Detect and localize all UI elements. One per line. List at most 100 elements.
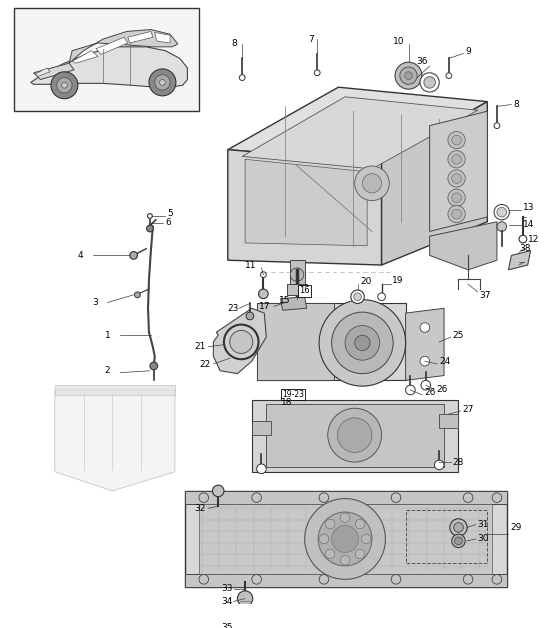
Polygon shape	[72, 51, 98, 63]
Text: 31: 31	[478, 520, 489, 529]
Polygon shape	[429, 222, 497, 270]
Circle shape	[452, 135, 462, 145]
Circle shape	[404, 72, 413, 80]
Text: 19-23: 19-23	[282, 390, 304, 399]
Circle shape	[452, 154, 462, 164]
Text: 33: 33	[221, 585, 233, 593]
Circle shape	[230, 330, 253, 354]
Circle shape	[362, 174, 381, 193]
Text: 14: 14	[523, 220, 534, 229]
Polygon shape	[155, 33, 170, 43]
Polygon shape	[245, 160, 367, 246]
Circle shape	[261, 272, 267, 278]
Circle shape	[492, 575, 502, 584]
Circle shape	[319, 493, 329, 502]
Circle shape	[325, 549, 335, 559]
Polygon shape	[290, 260, 305, 289]
Polygon shape	[35, 68, 50, 77]
Text: 29: 29	[510, 523, 522, 532]
Polygon shape	[69, 30, 178, 63]
Circle shape	[463, 575, 473, 584]
Circle shape	[420, 323, 429, 332]
Text: 26: 26	[424, 388, 435, 398]
Circle shape	[391, 493, 401, 502]
Circle shape	[420, 73, 439, 92]
Circle shape	[355, 335, 370, 350]
Circle shape	[452, 534, 465, 548]
Polygon shape	[34, 63, 74, 80]
Text: 36: 36	[416, 57, 428, 66]
Circle shape	[492, 493, 502, 502]
Circle shape	[448, 151, 465, 168]
Circle shape	[497, 222, 506, 231]
Circle shape	[62, 82, 67, 88]
Polygon shape	[242, 97, 478, 169]
Circle shape	[452, 209, 462, 219]
Circle shape	[258, 289, 268, 299]
Circle shape	[463, 493, 473, 502]
Polygon shape	[185, 491, 506, 504]
Text: 6: 6	[165, 219, 171, 227]
Circle shape	[318, 512, 372, 566]
Circle shape	[421, 381, 431, 390]
Polygon shape	[96, 37, 128, 55]
Circle shape	[448, 205, 465, 223]
Polygon shape	[382, 102, 487, 265]
Polygon shape	[185, 573, 506, 587]
Circle shape	[519, 236, 526, 243]
Circle shape	[238, 591, 253, 606]
Circle shape	[355, 549, 365, 559]
Circle shape	[424, 77, 435, 88]
Polygon shape	[228, 87, 487, 162]
Circle shape	[328, 408, 382, 462]
Circle shape	[155, 75, 170, 90]
Text: 11: 11	[245, 261, 257, 269]
Text: 5: 5	[167, 208, 173, 218]
Text: 2: 2	[105, 366, 111, 376]
Polygon shape	[31, 47, 187, 87]
Circle shape	[239, 75, 245, 80]
Circle shape	[395, 62, 422, 89]
Circle shape	[148, 214, 153, 219]
Text: 10: 10	[393, 36, 404, 46]
Polygon shape	[128, 31, 153, 43]
Circle shape	[405, 385, 415, 395]
Circle shape	[160, 80, 165, 85]
Circle shape	[494, 122, 500, 129]
Circle shape	[494, 205, 510, 220]
Text: 37: 37	[480, 291, 491, 300]
Circle shape	[351, 290, 364, 303]
Circle shape	[434, 460, 444, 470]
Text: 26: 26	[437, 386, 448, 394]
Polygon shape	[439, 414, 458, 428]
Circle shape	[355, 166, 389, 200]
Polygon shape	[235, 624, 255, 628]
Circle shape	[57, 78, 72, 93]
Text: 24: 24	[439, 357, 451, 365]
Polygon shape	[252, 421, 271, 435]
Polygon shape	[214, 308, 267, 374]
Circle shape	[319, 300, 405, 386]
Text: 20: 20	[360, 277, 372, 286]
Text: 8: 8	[513, 100, 519, 109]
Text: 7: 7	[308, 35, 314, 43]
Circle shape	[325, 519, 335, 529]
Circle shape	[400, 67, 417, 84]
Polygon shape	[252, 399, 458, 472]
Polygon shape	[14, 8, 199, 111]
Circle shape	[355, 519, 365, 529]
Circle shape	[246, 312, 254, 320]
Circle shape	[150, 362, 158, 370]
Circle shape	[252, 493, 262, 502]
Circle shape	[331, 526, 359, 553]
Text: 32: 32	[194, 504, 205, 512]
Circle shape	[149, 69, 176, 96]
Circle shape	[448, 170, 465, 187]
Circle shape	[305, 499, 385, 580]
Circle shape	[450, 519, 467, 536]
Text: 16: 16	[299, 286, 310, 296]
Circle shape	[345, 325, 380, 360]
Circle shape	[199, 575, 209, 584]
Circle shape	[147, 225, 153, 232]
Text: 12: 12	[528, 235, 539, 244]
